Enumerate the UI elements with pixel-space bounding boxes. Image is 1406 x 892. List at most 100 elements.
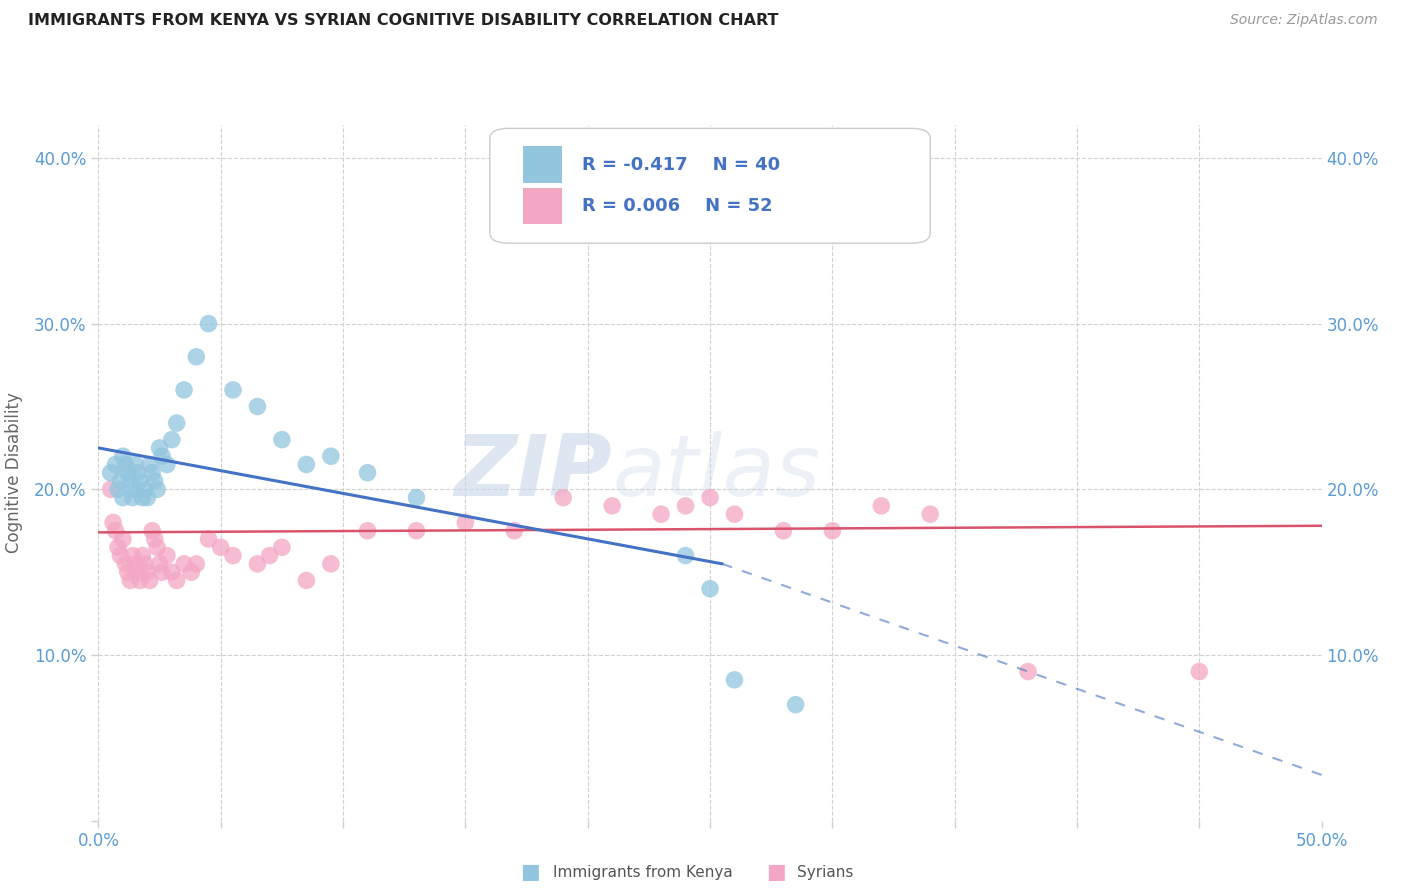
Point — [146, 483, 169, 497]
Point — [166, 574, 188, 588]
Point — [1017, 665, 1039, 679]
Point — [166, 416, 188, 430]
Point — [222, 549, 245, 563]
Point — [270, 541, 294, 555]
Point — [180, 565, 202, 579]
Point — [114, 557, 136, 571]
Point — [143, 532, 166, 546]
Point — [156, 549, 179, 563]
Point — [319, 557, 342, 571]
Point — [160, 565, 183, 579]
Point — [141, 466, 163, 480]
Text: ZIP: ZIP — [454, 431, 612, 515]
Point — [1188, 665, 1211, 679]
Point — [136, 565, 159, 579]
Point — [104, 458, 127, 472]
Point — [405, 491, 427, 505]
Text: atlas: atlas — [612, 431, 820, 515]
Point — [197, 317, 219, 331]
Point — [104, 524, 127, 538]
Point — [246, 557, 269, 571]
Point — [156, 458, 179, 472]
Point — [699, 491, 721, 505]
Point — [139, 458, 162, 472]
Point — [870, 499, 893, 513]
Point — [131, 491, 153, 505]
Point — [723, 507, 745, 521]
Point — [121, 549, 143, 563]
Point — [675, 499, 697, 513]
Point — [259, 549, 281, 563]
Point — [114, 458, 136, 472]
Point — [150, 449, 173, 463]
Point — [319, 449, 342, 463]
Point — [124, 458, 146, 472]
Point — [131, 549, 153, 563]
Point — [120, 574, 142, 588]
Point — [173, 557, 195, 571]
Point — [127, 466, 149, 480]
Point — [197, 532, 219, 546]
Point — [134, 557, 156, 571]
Text: Immigrants from Kenya: Immigrants from Kenya — [553, 865, 733, 880]
Point — [101, 516, 124, 530]
Point — [111, 532, 134, 546]
Point — [110, 549, 132, 563]
Point — [173, 383, 195, 397]
Text: IMMIGRANTS FROM KENYA VS SYRIAN COGNITIVE DISABILITY CORRELATION CHART: IMMIGRANTS FROM KENYA VS SYRIAN COGNITIV… — [28, 13, 779, 29]
Point — [675, 549, 697, 563]
Point — [111, 491, 134, 505]
Point — [405, 524, 427, 538]
Point — [553, 491, 575, 505]
Point — [120, 474, 142, 488]
Point — [650, 507, 672, 521]
Point — [209, 541, 232, 555]
Point — [110, 474, 132, 488]
Point — [100, 466, 122, 480]
Point — [134, 483, 156, 497]
Point — [186, 350, 208, 364]
Point — [124, 557, 146, 571]
Point — [124, 483, 146, 497]
Point — [111, 449, 134, 463]
Point — [186, 557, 208, 571]
Point — [107, 483, 129, 497]
Point — [920, 507, 942, 521]
Point — [699, 582, 721, 596]
Point — [772, 524, 794, 538]
Point — [117, 466, 139, 480]
FancyBboxPatch shape — [523, 146, 562, 183]
Text: R = -0.417    N = 40: R = -0.417 N = 40 — [582, 155, 780, 174]
FancyBboxPatch shape — [523, 188, 562, 225]
Point — [600, 499, 623, 513]
FancyBboxPatch shape — [489, 128, 931, 244]
Point — [356, 524, 378, 538]
Text: Syrians: Syrians — [797, 865, 853, 880]
Point — [149, 557, 172, 571]
Point — [107, 541, 129, 555]
Point — [454, 516, 477, 530]
Point — [129, 574, 152, 588]
Point — [785, 698, 807, 712]
Point — [127, 565, 149, 579]
Point — [129, 474, 152, 488]
Y-axis label: Cognitive Disability: Cognitive Disability — [6, 392, 22, 553]
Point — [821, 524, 844, 538]
Point — [723, 673, 745, 687]
Point — [503, 524, 526, 538]
Point — [150, 565, 173, 579]
Point — [149, 441, 172, 455]
Point — [356, 466, 378, 480]
Point — [246, 400, 269, 414]
Point — [160, 433, 183, 447]
Text: Source: ZipAtlas.com: Source: ZipAtlas.com — [1230, 13, 1378, 28]
Point — [121, 491, 143, 505]
Point — [270, 433, 294, 447]
Point — [117, 565, 139, 579]
Point — [100, 483, 122, 497]
Point — [295, 574, 318, 588]
Point — [136, 491, 159, 505]
Point — [295, 458, 318, 472]
Point — [146, 541, 169, 555]
Text: ■: ■ — [766, 863, 786, 882]
